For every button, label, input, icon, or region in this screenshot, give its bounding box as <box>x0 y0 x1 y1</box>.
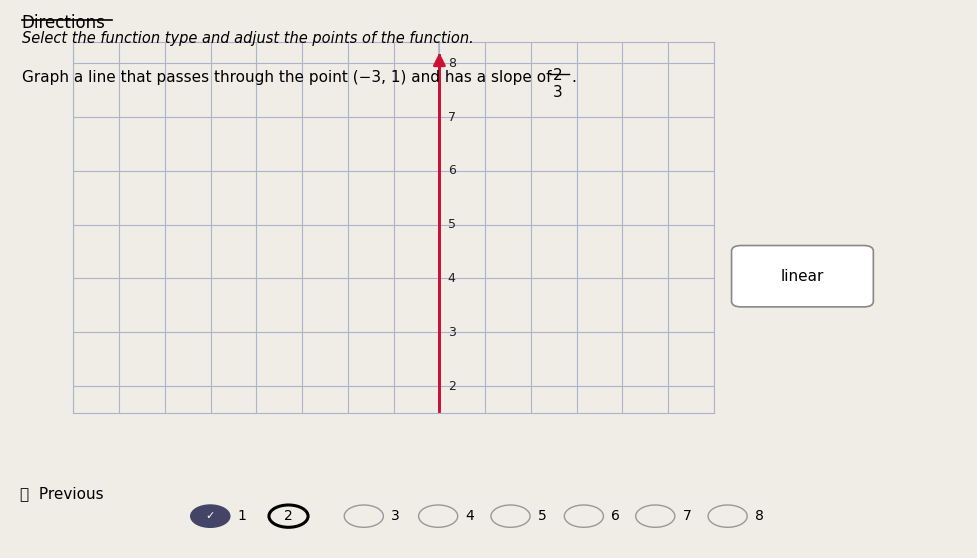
Text: 4: 4 <box>447 272 455 285</box>
Text: 5: 5 <box>537 509 546 523</box>
Text: 7: 7 <box>447 110 455 124</box>
Text: ✓: ✓ <box>205 511 215 521</box>
Text: 6: 6 <box>611 509 619 523</box>
Text: 2: 2 <box>552 68 562 83</box>
Text: linear: linear <box>780 269 824 283</box>
Text: 6: 6 <box>447 165 455 177</box>
Text: 1: 1 <box>237 509 246 523</box>
Text: Directions: Directions <box>21 14 106 32</box>
Text: 3: 3 <box>552 85 562 100</box>
Text: 8: 8 <box>754 509 763 523</box>
Text: 2: 2 <box>447 379 455 392</box>
Text: 3: 3 <box>391 509 400 523</box>
Text: 8: 8 <box>447 57 455 70</box>
Text: .: . <box>571 70 575 85</box>
Text: 5: 5 <box>447 218 455 231</box>
Text: 3: 3 <box>447 326 455 339</box>
Text: Select the function type and adjust the points of the function.: Select the function type and adjust the … <box>21 31 473 46</box>
Text: 7: 7 <box>682 509 691 523</box>
Text: 2: 2 <box>284 509 292 523</box>
Text: 4: 4 <box>465 509 474 523</box>
Text: Graph a line that passes through the point (−3, 1) and has a slope of: Graph a line that passes through the poi… <box>21 70 550 85</box>
Text: 〈  Previous: 〈 Previous <box>20 487 104 501</box>
